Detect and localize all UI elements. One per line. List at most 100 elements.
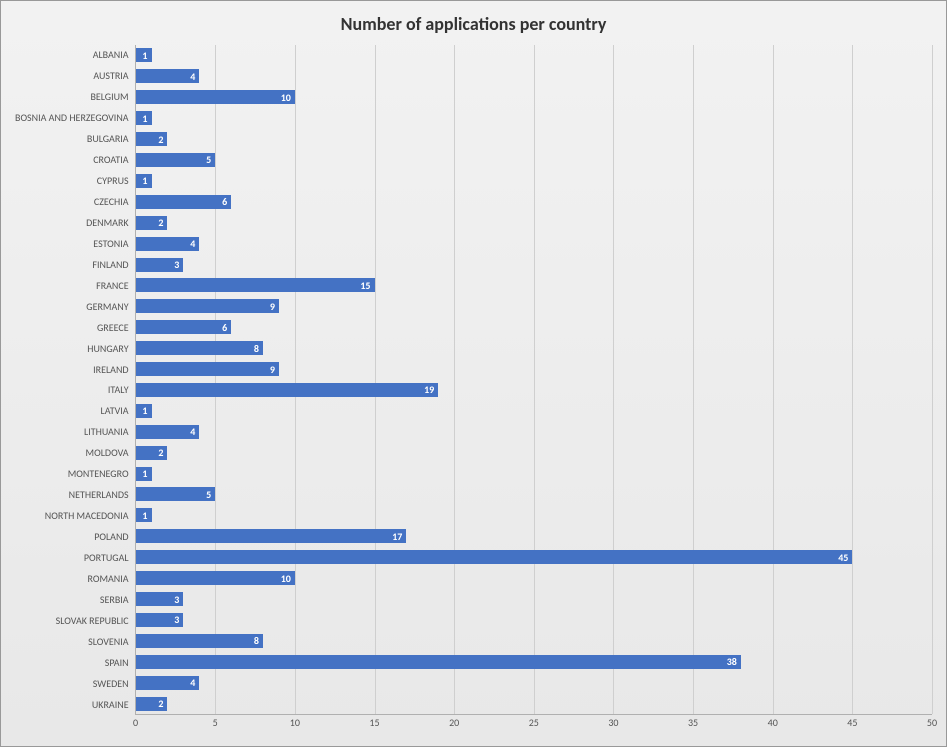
x-tick-label: 35 bbox=[688, 716, 698, 729]
y-axis-labels: ALBANIAAUSTRIABELGIUMBOSNIA AND HERZEGOV… bbox=[15, 45, 135, 715]
bar-row: 3 bbox=[136, 258, 932, 272]
x-tick-label: 20 bbox=[449, 716, 459, 729]
plot-area-wrap: ALBANIAAUSTRIABELGIUMBOSNIA AND HERZEGOV… bbox=[15, 45, 932, 715]
y-tick-label: FINLAND bbox=[92, 260, 128, 270]
bar-row: 4 bbox=[136, 676, 932, 690]
bar-row: 45 bbox=[136, 550, 932, 564]
bar-row: 1 bbox=[136, 467, 932, 481]
y-tick-label: AUSTRIA bbox=[93, 71, 128, 81]
bar-row: 38 bbox=[136, 655, 932, 669]
y-tick-label: ITALY bbox=[108, 385, 129, 395]
bar-row: 9 bbox=[136, 362, 932, 376]
y-tick-label: LATVIA bbox=[101, 406, 129, 416]
bar: 8 bbox=[136, 341, 263, 355]
bar: 1 bbox=[136, 48, 152, 62]
bar: 4 bbox=[136, 237, 200, 251]
bar: 10 bbox=[136, 571, 295, 585]
bar-row: 17 bbox=[136, 529, 932, 543]
y-tick-label: ESTONIA bbox=[93, 239, 128, 249]
bar: 1 bbox=[136, 404, 152, 418]
y-tick-label: CROATIA bbox=[93, 155, 128, 165]
bar: 4 bbox=[136, 425, 200, 439]
bars-container: 141012516243159689191421511745103383842 bbox=[136, 45, 932, 714]
y-tick-label: CYPRUS bbox=[97, 176, 129, 186]
bar-row: 8 bbox=[136, 341, 932, 355]
y-tick-label: ROMANIA bbox=[88, 574, 129, 584]
bar: 5 bbox=[136, 487, 216, 501]
y-tick-label: SLOVENIA bbox=[88, 637, 128, 647]
x-tick-label: 0 bbox=[133, 716, 138, 729]
bar: 38 bbox=[136, 655, 741, 669]
bar-row: 10 bbox=[136, 571, 932, 585]
bar: 3 bbox=[136, 592, 184, 606]
bar-row: 1 bbox=[136, 174, 932, 188]
y-tick-label: DENMARK bbox=[86, 218, 128, 228]
y-tick-label: NORTH MACEDONIA bbox=[45, 511, 129, 521]
x-tick-label: 25 bbox=[529, 716, 539, 729]
bar: 3 bbox=[136, 613, 184, 627]
y-tick-label: ALBANIA bbox=[93, 50, 129, 60]
bar-row: 2 bbox=[136, 446, 932, 460]
bar: 10 bbox=[136, 90, 295, 104]
bar: 9 bbox=[136, 299, 279, 313]
bar-row: 6 bbox=[136, 320, 932, 334]
bar: 6 bbox=[136, 320, 232, 334]
bar-row: 1 bbox=[136, 508, 932, 522]
x-tick-label: 45 bbox=[847, 716, 857, 729]
chart-title: Number of applications per country bbox=[15, 13, 932, 35]
bar: 1 bbox=[136, 174, 152, 188]
y-tick-label: IRELAND bbox=[93, 365, 128, 375]
bar: 15 bbox=[136, 278, 375, 292]
y-tick-label: SWEDEN bbox=[93, 679, 129, 689]
bar: 2 bbox=[136, 446, 168, 460]
chart-container: Number of applications per country ALBAN… bbox=[0, 0, 947, 747]
x-axis-labels: 05101520253035404550 bbox=[136, 716, 932, 734]
bar: 5 bbox=[136, 153, 216, 167]
bar: 2 bbox=[136, 216, 168, 230]
bar-row: 3 bbox=[136, 613, 932, 627]
y-tick-label: LITHUANIA bbox=[84, 427, 129, 437]
y-tick-label: HUNGARY bbox=[87, 344, 128, 354]
y-tick-label: POLAND bbox=[94, 532, 128, 542]
bar-row: 8 bbox=[136, 634, 932, 648]
y-tick-label: MOLDOVA bbox=[86, 448, 129, 458]
x-tick-label: 50 bbox=[927, 716, 937, 729]
y-tick-label: CZECHIA bbox=[94, 197, 129, 207]
bar: 3 bbox=[136, 258, 184, 272]
bar: 2 bbox=[136, 132, 168, 146]
y-tick-label: SPAIN bbox=[105, 658, 129, 668]
bar-row: 1 bbox=[136, 404, 932, 418]
bar: 45 bbox=[136, 550, 853, 564]
y-tick-label: BULGARIA bbox=[87, 134, 129, 144]
y-tick-label: GERMANY bbox=[86, 302, 128, 312]
y-tick-label: SERBIA bbox=[100, 595, 129, 605]
bar-row: 4 bbox=[136, 69, 932, 83]
bar: 8 bbox=[136, 634, 263, 648]
bar-row: 19 bbox=[136, 383, 932, 397]
bar-row: 15 bbox=[136, 278, 932, 292]
bar: 9 bbox=[136, 362, 279, 376]
y-tick-label: UKRAINE bbox=[92, 700, 129, 710]
x-tick-label: 10 bbox=[290, 716, 300, 729]
bar: 6 bbox=[136, 195, 232, 209]
y-tick-label: BELGIUM bbox=[90, 92, 128, 102]
y-tick-label: NETHERLANDS bbox=[69, 490, 129, 500]
bar-row: 3 bbox=[136, 592, 932, 606]
bar: 1 bbox=[136, 508, 152, 522]
x-tick-label: 30 bbox=[608, 716, 618, 729]
plot-area: 141012516243159689191421511745103383842 … bbox=[135, 45, 932, 715]
y-tick-label: GREECE bbox=[97, 323, 129, 333]
bar-row: 1 bbox=[136, 48, 932, 62]
bar-row: 10 bbox=[136, 90, 932, 104]
bar-row: 2 bbox=[136, 697, 932, 711]
gridline bbox=[932, 45, 933, 714]
y-tick-label: MONTENEGRO bbox=[68, 469, 129, 479]
y-tick-label: PORTUGAL bbox=[84, 553, 129, 563]
bar: 4 bbox=[136, 69, 200, 83]
x-tick-label: 15 bbox=[369, 716, 379, 729]
bar-row: 9 bbox=[136, 299, 932, 313]
bar-row: 6 bbox=[136, 195, 932, 209]
y-tick-label: SLOVAK REPUBLIC bbox=[56, 616, 129, 626]
x-tick-label: 40 bbox=[768, 716, 778, 729]
bar-row: 2 bbox=[136, 132, 932, 146]
